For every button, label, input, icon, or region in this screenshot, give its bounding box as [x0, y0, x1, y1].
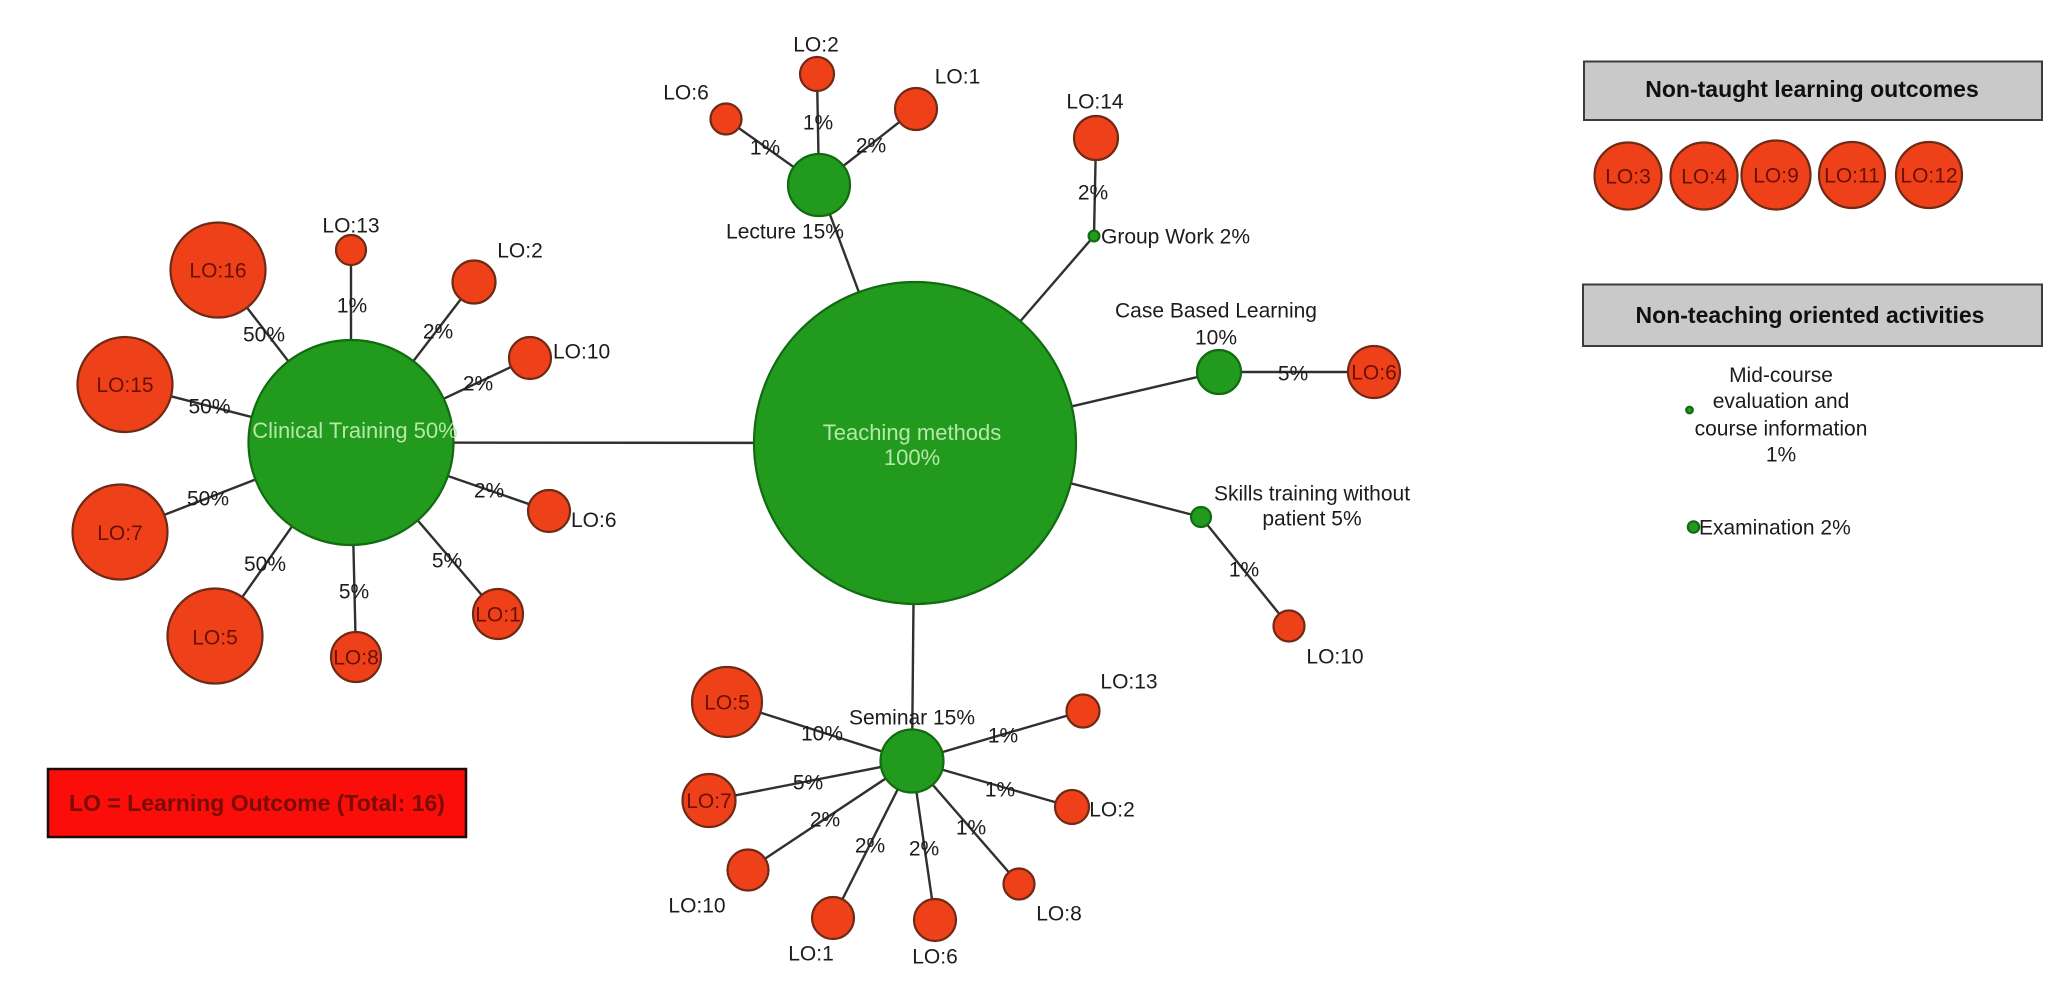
svg-text:LO:5: LO:5 [192, 627, 238, 650]
svg-text:LO:2: LO:2 [793, 34, 839, 57]
svg-text:evaluation and: evaluation and [1713, 390, 1850, 413]
svg-text:Teaching methods: Teaching methods [823, 420, 1002, 445]
svg-text:Seminar 15%: Seminar 15% [849, 707, 975, 730]
svg-text:2%: 2% [423, 321, 453, 344]
svg-text:2%: 2% [810, 809, 840, 832]
svg-text:LO:1: LO:1 [475, 604, 521, 627]
svg-text:Case Based Learning: Case Based Learning [1115, 300, 1317, 323]
svg-text:LO:6: LO:6 [1351, 362, 1397, 385]
svg-text:LO:8: LO:8 [333, 647, 379, 670]
svg-text:LO:13: LO:13 [322, 215, 379, 238]
svg-text:2%: 2% [909, 838, 939, 861]
svg-text:LO:10: LO:10 [668, 895, 725, 918]
svg-text:Group Work 2%: Group Work 2% [1101, 226, 1250, 249]
svg-text:50%: 50% [243, 324, 285, 347]
svg-text:1%: 1% [1766, 444, 1796, 467]
svg-text:Mid-course: Mid-course [1729, 364, 1833, 387]
svg-text:LO:7: LO:7 [686, 790, 732, 813]
svg-text:LO = Learning Outcome (Total:: LO = Learning Outcome (Total: 16) [69, 790, 445, 816]
svg-text:LO:12: LO:12 [1900, 165, 1957, 188]
svg-text:5%: 5% [1278, 363, 1308, 386]
svg-text:LO:11: LO:11 [1824, 165, 1880, 188]
svg-text:1%: 1% [1229, 559, 1259, 582]
svg-text:2%: 2% [463, 373, 493, 396]
svg-text:Non-teaching oriented activiti: Non-teaching oriented activities [1636, 302, 1985, 328]
svg-text:Skills training without: Skills training without [1214, 483, 1410, 506]
svg-text:patient 5%: patient 5% [1262, 508, 1361, 531]
svg-text:Lecture 15%: Lecture 15% [726, 221, 844, 244]
svg-text:LO:1: LO:1 [788, 943, 834, 966]
svg-text:course information: course information [1695, 418, 1868, 441]
svg-text:100%: 100% [884, 445, 940, 470]
svg-text:Examination 2%: Examination 2% [1699, 517, 1851, 540]
svg-text:50%: 50% [188, 396, 230, 419]
svg-text:2%: 2% [1078, 182, 1108, 205]
svg-text:2%: 2% [856, 135, 886, 158]
svg-text:LO:15: LO:15 [96, 374, 153, 397]
svg-text:5%: 5% [432, 550, 462, 573]
svg-text:Clinical Training 50%: Clinical Training 50% [252, 418, 457, 443]
svg-text:LO:5: LO:5 [704, 692, 750, 715]
svg-text:LO:7: LO:7 [97, 522, 143, 545]
svg-text:5%: 5% [793, 772, 823, 795]
svg-text:1%: 1% [988, 725, 1018, 748]
svg-text:1%: 1% [956, 817, 986, 840]
svg-text:1%: 1% [985, 779, 1015, 802]
svg-text:LO:14: LO:14 [1066, 91, 1124, 114]
svg-text:2%: 2% [474, 480, 504, 503]
svg-text:Non-taught learning outcomes: Non-taught learning outcomes [1645, 76, 1979, 102]
svg-text:LO:9: LO:9 [1753, 165, 1799, 188]
svg-text:LO:13: LO:13 [1100, 671, 1157, 694]
svg-text:50%: 50% [244, 553, 286, 576]
svg-text:LO:6: LO:6 [912, 946, 958, 969]
svg-text:LO:10: LO:10 [1306, 646, 1363, 669]
svg-text:5%: 5% [339, 581, 369, 604]
svg-text:LO:16: LO:16 [189, 260, 246, 283]
svg-text:LO:3: LO:3 [1605, 166, 1651, 189]
svg-text:10%: 10% [1195, 327, 1237, 350]
svg-text:LO:8: LO:8 [1036, 903, 1082, 926]
svg-text:10%: 10% [801, 723, 843, 746]
svg-text:LO:2: LO:2 [497, 240, 543, 263]
svg-text:LO:6: LO:6 [663, 82, 709, 105]
svg-text:LO:6: LO:6 [571, 509, 617, 532]
svg-text:50%: 50% [187, 488, 229, 511]
svg-text:1%: 1% [750, 137, 780, 160]
svg-text:1%: 1% [803, 112, 833, 135]
svg-text:2%: 2% [855, 835, 885, 858]
svg-text:1%: 1% [337, 295, 367, 318]
svg-text:LO:2: LO:2 [1089, 799, 1135, 822]
svg-text:LO:1: LO:1 [935, 66, 981, 89]
svg-text:LO:10: LO:10 [553, 341, 610, 364]
svg-text:LO:4: LO:4 [1681, 166, 1727, 189]
